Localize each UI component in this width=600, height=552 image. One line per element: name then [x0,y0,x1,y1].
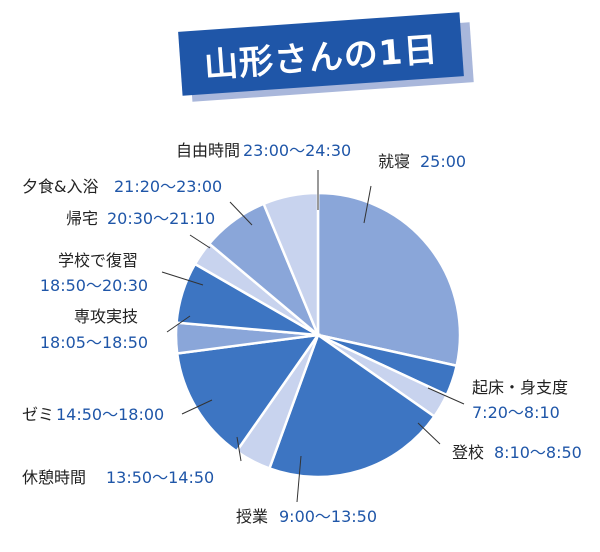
slice-label: 起床・身支度 [472,378,568,397]
leader-line [189,234,211,249]
slice-label: 専攻実技 [74,307,138,326]
slice-time-label: 18:05〜18:50 [40,333,148,352]
leader-line [166,315,191,333]
slice-label: 休憩時間 [22,468,86,487]
slice-label: 自由時間 [176,141,240,160]
leader-line [417,422,441,445]
slice-label: 帰宅 [66,209,98,228]
slice-time-label: 23:00〜24:30 [243,141,351,160]
pie-slice [316,191,462,368]
slice-label: ゼミ [22,405,54,424]
leader-line [427,387,465,405]
slice-label: 学校で復習 [58,251,138,270]
slice-time-label: 9:00〜13:50 [279,507,377,526]
slice-time-label: 21:20〜23:00 [114,177,222,196]
leader-line [363,185,372,224]
slice-time-label: 25:00 [420,152,466,171]
slice-time-label: 20:30〜21:10 [107,209,215,228]
slice-label: 登校 [452,443,484,462]
slice-label: 就寝 [378,152,410,171]
leader-line [161,271,204,286]
slice-label: 夕食&入浴 [22,177,98,196]
slice-time-label: 13:50〜14:50 [106,468,214,487]
pie-slice [267,333,437,479]
leader-line [181,399,213,415]
slice-time-label: 18:50〜20:30 [40,276,148,295]
pie-slice [175,333,321,454]
leader-line [236,436,242,462]
slice-label: 授業 [236,507,268,526]
slice-time-label: 8:10〜8:50 [494,443,582,462]
leader-line [229,201,253,226]
slice-time-label: 14:50〜18:00 [56,405,164,424]
slice-time-label: 7:20〜8:10 [472,403,560,422]
leader-line [296,455,302,503]
